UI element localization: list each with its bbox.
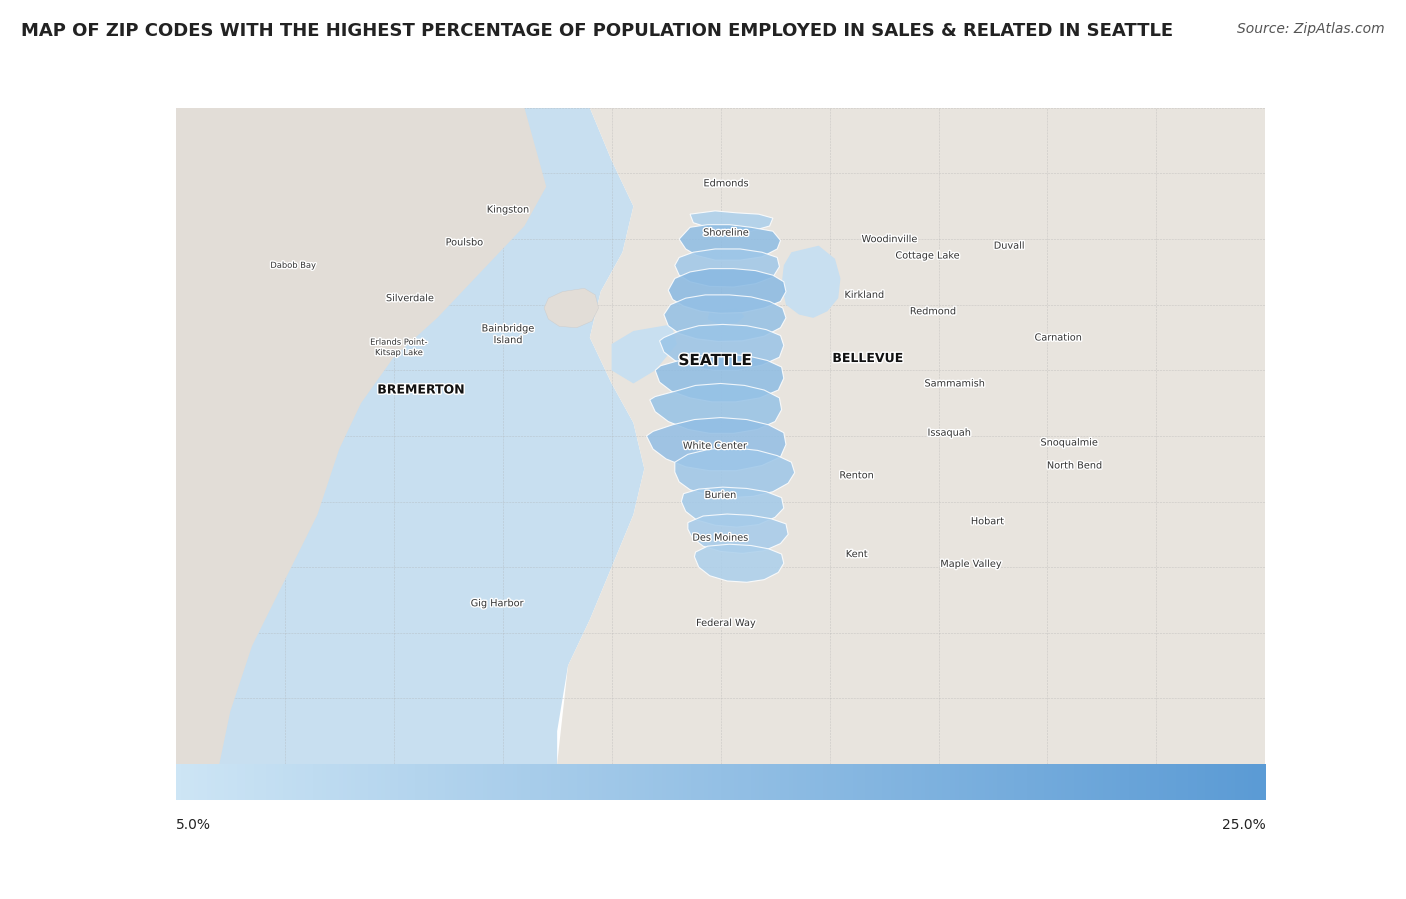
Text: Kirkland: Kirkland xyxy=(845,289,884,300)
Text: Des Moines: Des Moines xyxy=(692,532,749,543)
Polygon shape xyxy=(544,289,599,328)
Text: Hobart: Hobart xyxy=(972,516,1004,526)
Text: Bainbridge
Island: Bainbridge Island xyxy=(482,324,534,345)
Text: Kingston: Kingston xyxy=(486,205,530,215)
Polygon shape xyxy=(668,269,786,313)
Text: SEATTLE: SEATTLE xyxy=(679,353,752,368)
Text: Renton: Renton xyxy=(839,470,875,480)
Text: White Center: White Center xyxy=(683,441,748,450)
Text: MAP OF ZIP CODES WITH THE HIGHEST PERCENTAGE OF POPULATION EMPLOYED IN SALES & R: MAP OF ZIP CODES WITH THE HIGHEST PERCEN… xyxy=(21,22,1173,40)
Polygon shape xyxy=(612,325,678,384)
Text: Dabob Bay: Dabob Bay xyxy=(270,261,316,270)
Text: Gig Harbor: Gig Harbor xyxy=(471,598,523,609)
Text: Erlands Point-
Kitsap Lake: Erlands Point- Kitsap Lake xyxy=(370,338,429,357)
Polygon shape xyxy=(659,325,783,370)
Text: Duvall: Duvall xyxy=(994,241,1025,251)
Text: Issaquah: Issaquah xyxy=(928,428,972,438)
Text: Poulsbo: Poulsbo xyxy=(446,237,484,247)
Polygon shape xyxy=(650,384,782,433)
Text: 5.0%: 5.0% xyxy=(176,818,211,832)
Polygon shape xyxy=(679,225,780,260)
Polygon shape xyxy=(695,544,783,583)
Polygon shape xyxy=(682,487,783,527)
Polygon shape xyxy=(688,514,789,554)
Polygon shape xyxy=(557,108,1265,764)
Polygon shape xyxy=(690,211,773,231)
Polygon shape xyxy=(176,108,546,764)
Polygon shape xyxy=(707,308,745,325)
Polygon shape xyxy=(675,448,794,498)
Text: BREMERTON: BREMERTON xyxy=(377,384,464,396)
Polygon shape xyxy=(782,245,841,318)
Text: Shoreline: Shoreline xyxy=(703,227,749,237)
Text: Carnation: Carnation xyxy=(1035,333,1083,343)
Text: Maple Valley: Maple Valley xyxy=(941,559,1002,569)
Polygon shape xyxy=(675,249,779,287)
Text: Snoqualmie: Snoqualmie xyxy=(1040,438,1098,448)
Text: Cottage Lake: Cottage Lake xyxy=(896,251,960,261)
Text: BELLEVUE: BELLEVUE xyxy=(832,352,903,365)
Polygon shape xyxy=(655,354,783,402)
Text: North Bend: North Bend xyxy=(1047,460,1102,470)
Text: 25.0%: 25.0% xyxy=(1222,818,1265,832)
Polygon shape xyxy=(664,295,786,342)
Polygon shape xyxy=(176,108,644,764)
Text: Edmonds: Edmonds xyxy=(703,178,748,188)
Text: Sammamish: Sammamish xyxy=(925,378,986,388)
Polygon shape xyxy=(647,417,786,471)
Text: Source: ZipAtlas.com: Source: ZipAtlas.com xyxy=(1237,22,1385,37)
Text: Burien: Burien xyxy=(704,490,737,500)
Text: Redmond: Redmond xyxy=(910,307,956,316)
Text: Federal Way: Federal Way xyxy=(696,618,756,628)
Text: Silverdale: Silverdale xyxy=(387,293,434,303)
Text: Woodinville: Woodinville xyxy=(862,234,917,245)
Text: Kent: Kent xyxy=(846,549,868,559)
